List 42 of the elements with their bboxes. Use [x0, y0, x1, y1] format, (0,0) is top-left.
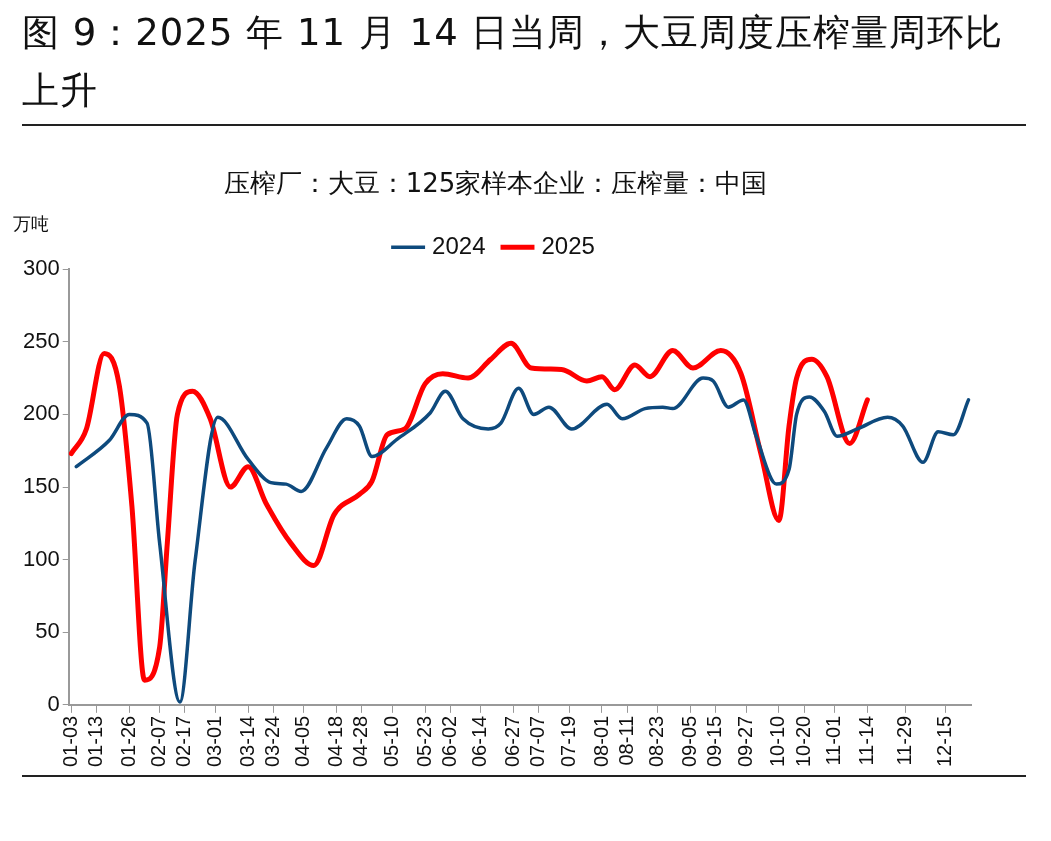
- x-tick-label: 07-19: [556, 715, 579, 767]
- x-tick-label: 06-27: [501, 715, 524, 767]
- x-tick-label: 10-10: [766, 715, 789, 767]
- x-tick-label: 05-23: [412, 715, 435, 767]
- y-tick-label: 0: [47, 690, 60, 716]
- y-tick-label: 50: [35, 618, 60, 644]
- x-tick-label: 08-01: [589, 715, 612, 767]
- y-tick-label: 300: [22, 255, 60, 281]
- x-tick-label: 06-02: [437, 715, 460, 767]
- y-tick-label: 200: [22, 400, 60, 426]
- x-tick-label: 09-27: [733, 715, 756, 767]
- y-tick-label: 100: [22, 545, 60, 571]
- x-tick-label: 08-23: [645, 715, 668, 767]
- x-tick-label: 06-14: [468, 715, 491, 767]
- y-axis-title: 万吨: [12, 212, 49, 234]
- x-tick-label: 03-01: [202, 715, 225, 767]
- x-tick-label: 05-10: [379, 715, 402, 767]
- x-tick-label: 11-29: [892, 715, 915, 766]
- x-tick-label: 10-20: [791, 715, 814, 767]
- x-tick-label: 01-26: [116, 715, 139, 767]
- chart-subtitle: 压榨厂：大豆：125家样本企业：压榨量：中国: [223, 168, 768, 199]
- x-tick-label: 02-07: [147, 715, 170, 767]
- chart-title: 图 9：2025 年 11 月 14 日当周，大豆周度压榨量周环比上升: [22, 10, 1005, 114]
- x-tick-label: 04-05: [291, 715, 314, 767]
- legend-label: 2025: [541, 231, 595, 259]
- y-tick-label: 150: [22, 473, 60, 499]
- x-tick-label: 12-15: [933, 715, 956, 767]
- legend-label: 2024: [432, 231, 486, 259]
- x-tick-label: 11-01: [822, 715, 845, 766]
- x-tick-label: 09-05: [677, 715, 700, 767]
- y-tick-label: 250: [22, 327, 60, 353]
- x-tick-label: 03-24: [260, 715, 283, 767]
- x-tick-label: 07-07: [526, 715, 549, 767]
- x-tick-label: 11-14: [854, 715, 877, 766]
- x-tick-label: 01-03: [58, 715, 81, 767]
- x-tick-label: 02-17: [172, 715, 195, 767]
- x-tick-label: 01-13: [84, 715, 107, 767]
- x-tick-label: 04-28: [349, 715, 372, 767]
- x-tick-label: 09-15: [703, 715, 726, 767]
- x-tick-label: 04-18: [324, 715, 347, 767]
- x-tick-label: 03-14: [235, 715, 258, 767]
- x-tick-label: 08-11: [614, 715, 637, 766]
